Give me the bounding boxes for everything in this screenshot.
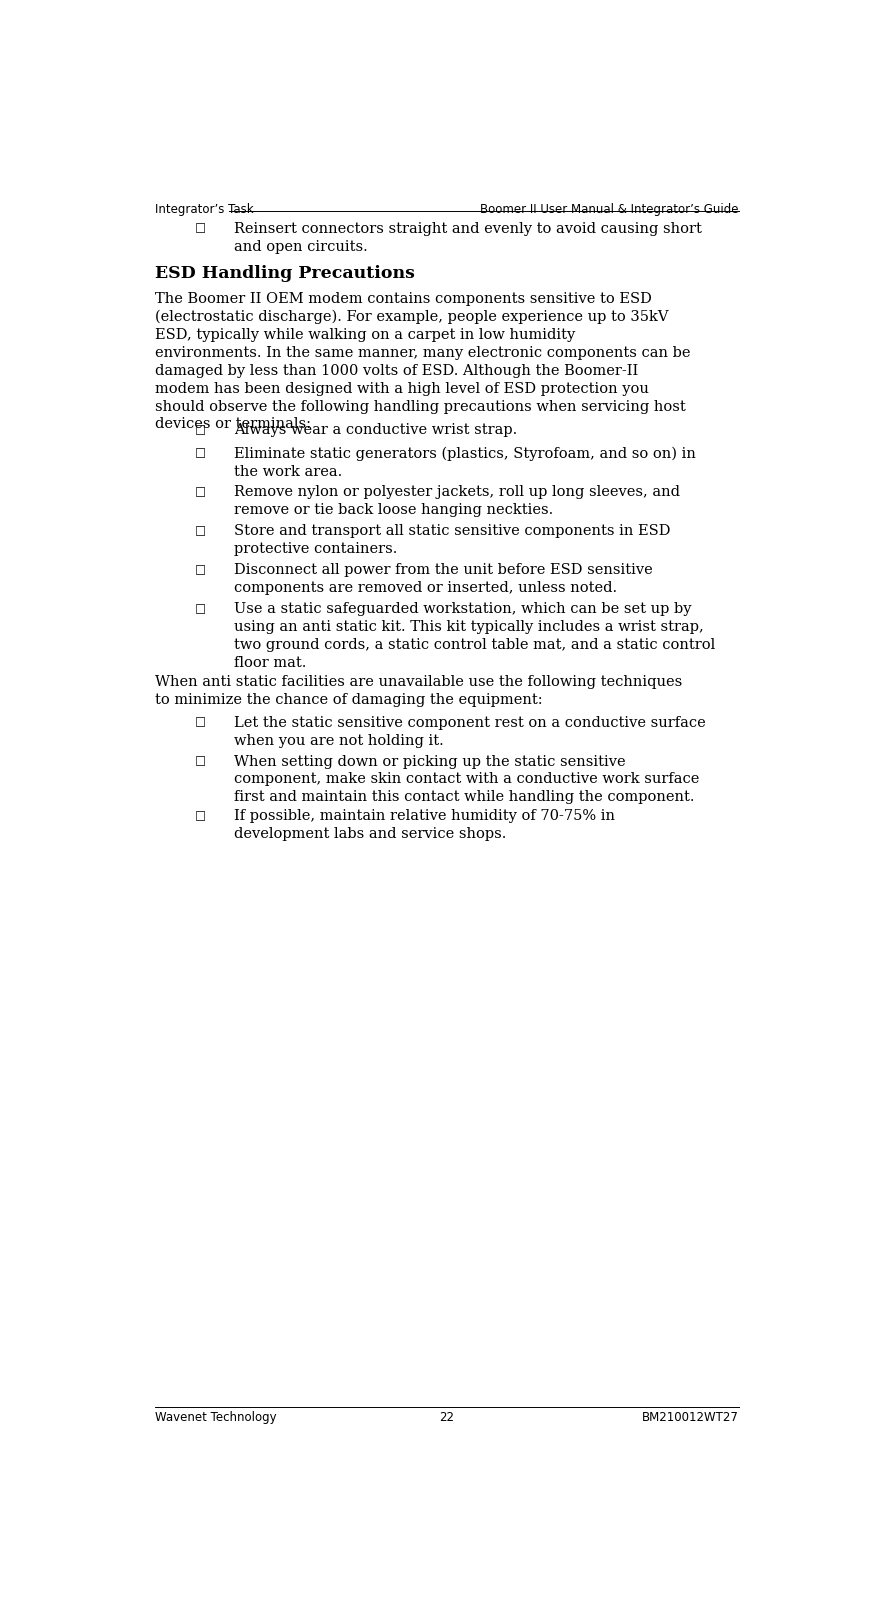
Text: □: □ xyxy=(194,423,206,436)
Text: Use a static safeguarded workstation, which can be set up by
using an anti stati: Use a static safeguarded workstation, wh… xyxy=(234,602,715,669)
Text: Store and transport all static sensitive components in ESD
protective containers: Store and transport all static sensitive… xyxy=(234,525,671,557)
Text: 22: 22 xyxy=(439,1410,454,1424)
Text: ESD Handling Precautions: ESD Handling Precautions xyxy=(155,265,415,282)
Text: □: □ xyxy=(194,446,206,460)
Text: □: □ xyxy=(194,486,206,499)
Text: Reinsert connectors straight and evenly to avoid causing short
and open circuits: Reinsert connectors straight and evenly … xyxy=(234,221,702,253)
Text: The Boomer II OEM modem contains components sensitive to ESD
(electrostatic disc: The Boomer II OEM modem contains compone… xyxy=(155,292,691,431)
Text: Disconnect all power from the unit before ESD sensitive
components are removed o: Disconnect all power from the unit befor… xyxy=(234,563,653,595)
Text: □: □ xyxy=(194,525,206,537)
Text: □: □ xyxy=(194,754,206,768)
Text: Let the static sensitive component rest on a conductive surface
when you are not: Let the static sensitive component rest … xyxy=(234,715,705,747)
Text: Boomer II User Manual & Integrator’s Guide: Boomer II User Manual & Integrator’s Gui… xyxy=(480,204,739,217)
Text: When setting down or picking up the static sensitive
component, make skin contac: When setting down or picking up the stat… xyxy=(234,754,699,804)
Text: □: □ xyxy=(194,221,206,234)
Text: Integrator’s Task: Integrator’s Task xyxy=(155,204,254,217)
Text: When anti static facilities are unavailable use the following techniques
to mini: When anti static facilities are unavaila… xyxy=(155,675,682,707)
Text: □: □ xyxy=(194,808,206,821)
Text: If possible, maintain relative humidity of 70-75% in
development labs and servic: If possible, maintain relative humidity … xyxy=(234,808,615,840)
Text: Wavenet Technology: Wavenet Technology xyxy=(155,1410,276,1424)
Text: Remove nylon or polyester jackets, roll up long sleeves, and
remove or tie back : Remove nylon or polyester jackets, roll … xyxy=(234,486,680,518)
Text: □: □ xyxy=(194,715,206,728)
Text: Always wear a conductive wrist strap.: Always wear a conductive wrist strap. xyxy=(234,423,517,438)
Text: □: □ xyxy=(194,563,206,576)
Text: □: □ xyxy=(194,602,206,614)
Text: Eliminate static generators (plastics, Styrofoam, and so on) in
the work area.: Eliminate static generators (plastics, S… xyxy=(234,446,696,480)
Text: BM210012WT27: BM210012WT27 xyxy=(642,1410,739,1424)
